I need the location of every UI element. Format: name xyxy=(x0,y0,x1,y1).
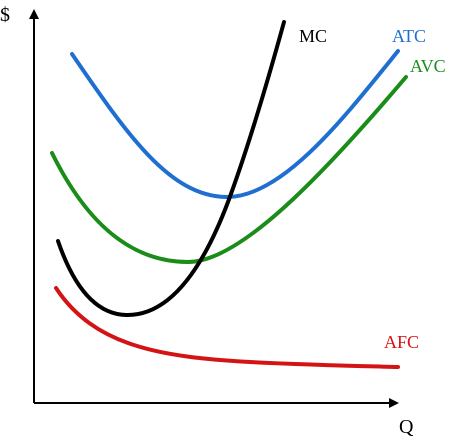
mc-label: MC xyxy=(299,26,327,46)
afc-label: AFC xyxy=(384,332,419,352)
avc-label: AVC xyxy=(410,56,446,76)
y-axis-label: $ xyxy=(0,4,10,26)
mc-curve xyxy=(56,20,286,318)
afc-curve xyxy=(54,286,400,369)
x-axis-label: Q xyxy=(399,416,414,438)
atc-label: ATC xyxy=(392,26,426,46)
avc-curve xyxy=(50,75,408,264)
atc-curve xyxy=(70,49,400,200)
